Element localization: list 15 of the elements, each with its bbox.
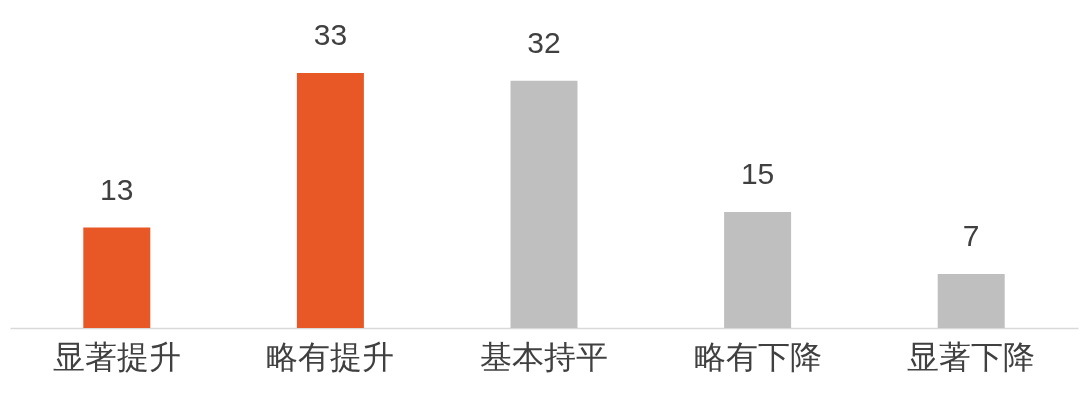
- bar: [296, 73, 364, 328]
- bar: [510, 80, 578, 328]
- x-tick-label: 显著下降: [907, 337, 1036, 376]
- x-tick-label: 略有提升: [266, 337, 395, 376]
- data-label: 15: [740, 157, 775, 191]
- bar: [724, 212, 792, 328]
- x-tick-label: 略有下降: [693, 337, 822, 376]
- x-tick-label: 基本持平: [480, 337, 608, 376]
- bar: [83, 227, 151, 328]
- x-tick-label: 显著提升: [52, 337, 181, 376]
- bar: [937, 273, 1005, 328]
- data-label: 32: [527, 25, 561, 59]
- data-label: 13: [100, 172, 134, 206]
- data-label: 7: [962, 218, 980, 252]
- data-label: 33: [313, 18, 348, 51]
